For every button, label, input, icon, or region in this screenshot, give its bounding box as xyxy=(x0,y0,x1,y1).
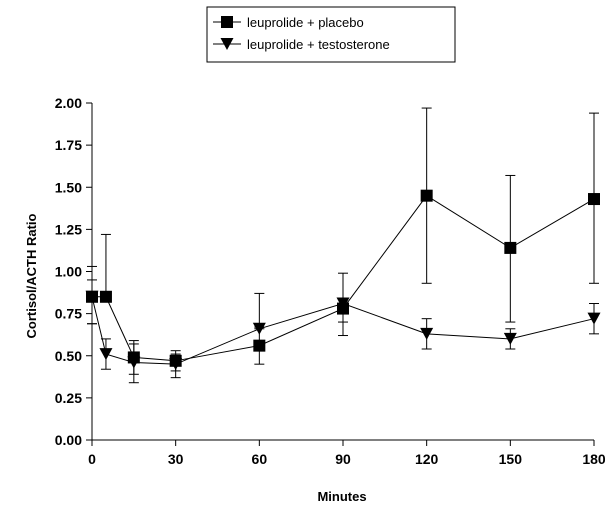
data-point xyxy=(420,189,433,202)
data-point xyxy=(504,241,517,254)
x-tick-label: 180 xyxy=(582,451,605,467)
axes: 0.00 0.25 0.50 0.75 1.00 1.25 1.50 1.75 2.00 0 30 6… xyxy=(55,95,605,467)
y-tick-label: 0.50 xyxy=(55,348,82,364)
y-tick-label: 2.00 xyxy=(55,95,82,111)
data-point xyxy=(420,327,434,340)
x-tick-label: 90 xyxy=(335,451,351,467)
data-point xyxy=(253,339,266,352)
y-tick-label: 1.00 xyxy=(55,264,82,280)
legend-label: leuprolide + testosterone xyxy=(247,37,390,52)
data-point xyxy=(169,358,183,371)
legend: leuprolide + placebo leuprolide + testost… xyxy=(206,6,456,63)
x-tick-label: 60 xyxy=(252,451,268,467)
data-point xyxy=(99,348,113,361)
legend-marker xyxy=(220,38,234,50)
y-tick-label: 0.00 xyxy=(55,432,82,448)
data-point xyxy=(99,290,112,303)
data-point xyxy=(127,356,141,369)
data-point xyxy=(588,193,600,206)
y-tick-label: 1.25 xyxy=(55,221,82,237)
series-1 xyxy=(86,107,600,375)
y-tick-label: 0.75 xyxy=(55,306,82,322)
data-point xyxy=(587,312,601,325)
data-point xyxy=(503,332,517,345)
data-point xyxy=(252,322,266,335)
legend-label: leuprolide + placebo xyxy=(247,15,364,30)
y-tick-label: 1.75 xyxy=(55,137,82,153)
legend-marker xyxy=(221,16,233,28)
plot-area xyxy=(85,107,601,384)
x-tick-label: 120 xyxy=(415,451,439,467)
data-point xyxy=(336,297,350,310)
y-tick-label: 1.50 xyxy=(55,179,82,195)
x-tick-label: 0 xyxy=(88,451,96,467)
legend-entry: leuprolide + placebo xyxy=(213,15,364,30)
legend-entry: leuprolide + testosterone xyxy=(213,37,390,52)
series-2 xyxy=(85,272,601,384)
legend-box xyxy=(206,6,456,63)
x-axis-title: Minutes xyxy=(317,489,366,504)
data-point xyxy=(85,290,99,303)
y-tick-label: 0.25 xyxy=(55,390,82,406)
x-tick-label: 30 xyxy=(168,451,184,467)
x-tick-label: 150 xyxy=(499,451,523,467)
y-axis-title: Cortisol/ACTH Ratio xyxy=(24,213,39,338)
